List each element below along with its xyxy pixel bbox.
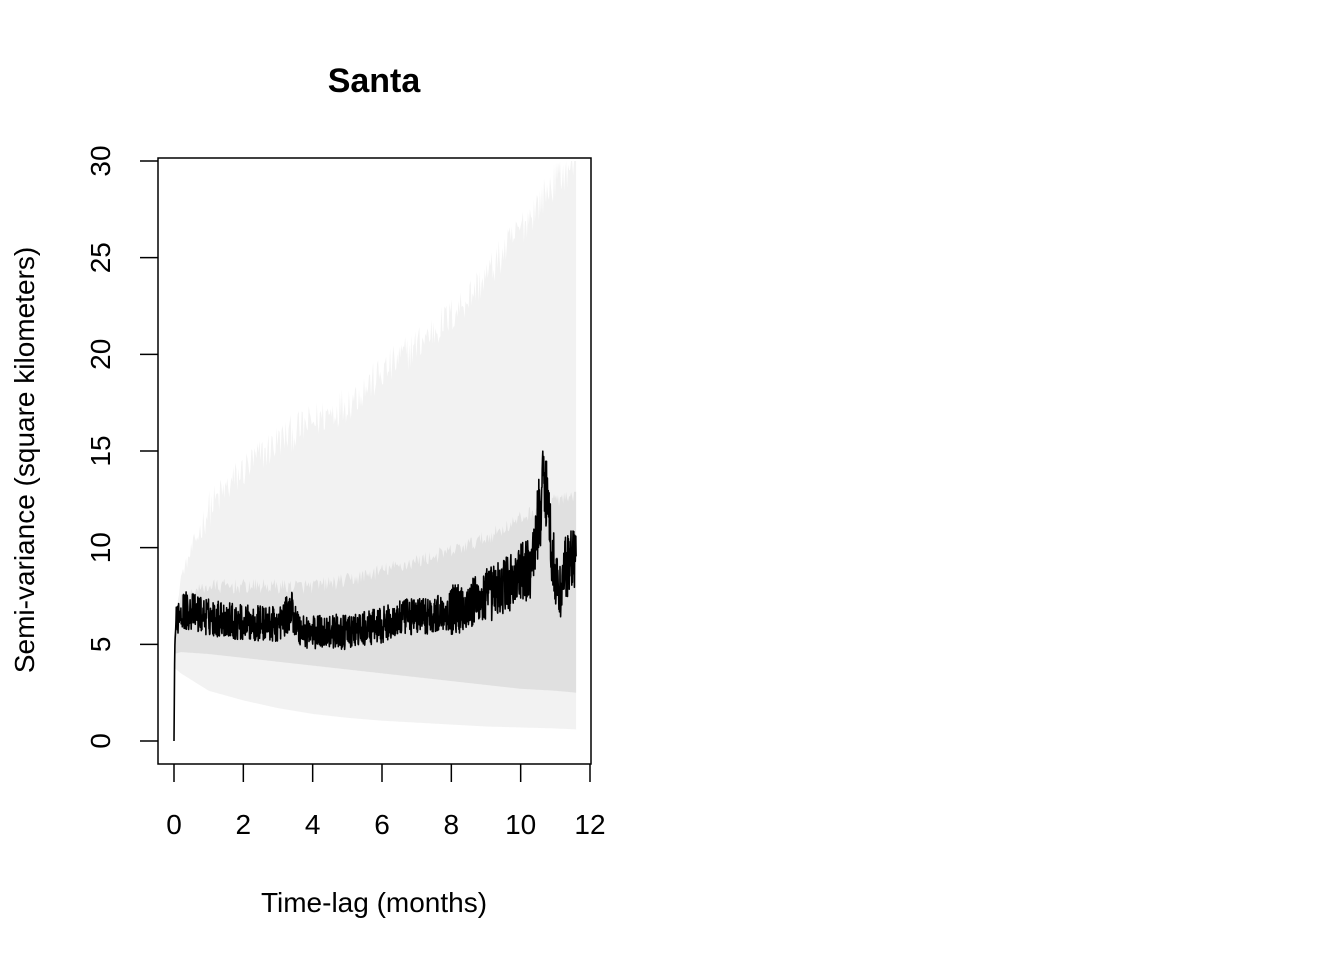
- y-tick-label: 0: [85, 733, 116, 749]
- confidence-bands: [174, 161, 577, 730]
- x-tick-label: 10: [505, 809, 536, 840]
- y-axis: 0 5 10 15 20 25 30: [85, 145, 158, 749]
- y-tick-label: 10: [85, 532, 116, 563]
- series-lines: [173, 450, 577, 742]
- x-axis-label: Time-lag (months): [261, 887, 487, 918]
- plot-frame: [157, 157, 592, 765]
- x-tick-label: 6: [374, 809, 390, 840]
- x-tick-label: 12: [574, 809, 605, 840]
- x-tick-label: 2: [236, 809, 252, 840]
- y-tick-label: 30: [85, 145, 116, 176]
- x-tick-label: 8: [444, 809, 460, 840]
- series-line-0: [173, 450, 577, 742]
- y-tick-label: 5: [85, 637, 116, 653]
- y-tick-label: 15: [85, 435, 116, 466]
- y-tick-label: 25: [85, 242, 116, 273]
- x-tick-label: 0: [166, 809, 182, 840]
- x-axis: 0 2 4 6 8 10 12: [166, 764, 606, 840]
- x-tick-label: 4: [305, 809, 321, 840]
- y-tick-label: 20: [85, 339, 116, 370]
- band-1: [174, 491, 577, 693]
- chart-title: Santa: [328, 62, 422, 100]
- y-axis-label: Semi-variance (square kilometers): [9, 247, 40, 673]
